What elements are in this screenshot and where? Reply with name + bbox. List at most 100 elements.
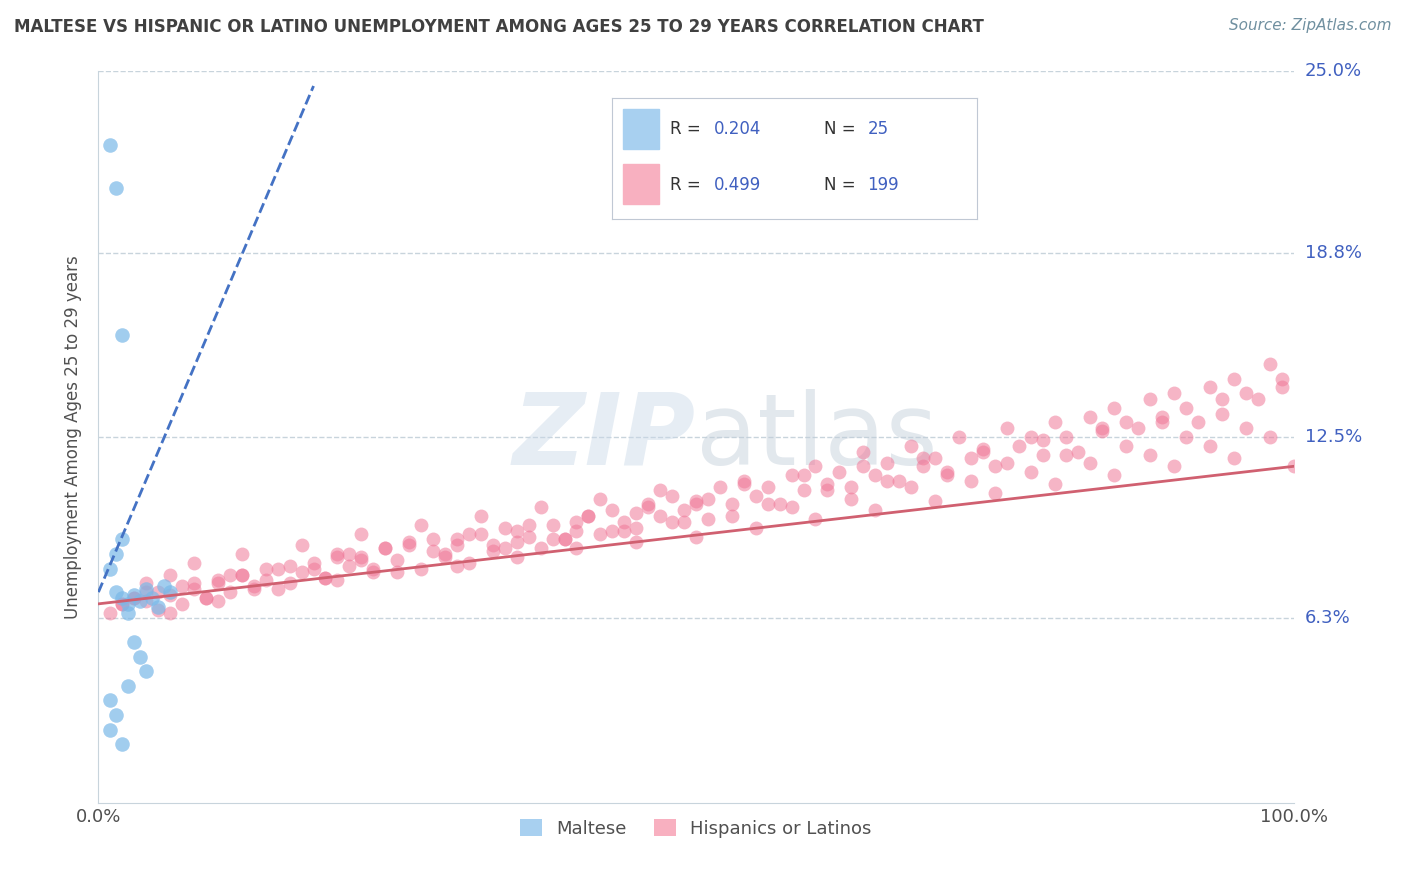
Point bbox=[129, 649, 152, 664]
Point bbox=[1091, 424, 1114, 438]
Point bbox=[231, 567, 253, 582]
Point bbox=[578, 509, 600, 524]
Point bbox=[1175, 401, 1198, 415]
Point bbox=[828, 465, 851, 479]
Point bbox=[135, 585, 157, 599]
Point bbox=[231, 567, 253, 582]
Point bbox=[1008, 439, 1031, 453]
Point bbox=[565, 515, 588, 529]
Point bbox=[374, 541, 396, 556]
Point bbox=[936, 468, 959, 483]
Point bbox=[650, 509, 672, 524]
Point bbox=[207, 576, 229, 591]
Point bbox=[900, 480, 922, 494]
Point bbox=[685, 530, 707, 544]
Point bbox=[1163, 386, 1185, 401]
Point bbox=[984, 459, 1007, 474]
Point bbox=[626, 521, 648, 535]
Point bbox=[530, 541, 553, 556]
Point bbox=[1211, 407, 1233, 421]
Point bbox=[1152, 416, 1174, 430]
Point bbox=[554, 533, 576, 547]
Point bbox=[960, 450, 983, 465]
Point bbox=[1104, 468, 1126, 483]
Point bbox=[124, 591, 146, 605]
Point bbox=[1080, 457, 1102, 471]
Point bbox=[135, 664, 157, 678]
Point bbox=[1056, 430, 1078, 444]
Point bbox=[602, 524, 624, 538]
Point bbox=[1271, 371, 1294, 385]
Point bbox=[339, 547, 361, 561]
Point bbox=[183, 576, 205, 591]
Point bbox=[1223, 450, 1246, 465]
Point bbox=[207, 594, 229, 608]
Point bbox=[422, 544, 444, 558]
Point bbox=[254, 574, 277, 588]
Point bbox=[972, 442, 994, 456]
Point bbox=[876, 474, 898, 488]
Point bbox=[626, 535, 648, 549]
Point bbox=[482, 538, 505, 552]
Point bbox=[98, 693, 122, 707]
Point bbox=[530, 500, 553, 515]
Point bbox=[135, 582, 157, 597]
Point bbox=[135, 594, 157, 608]
Point bbox=[817, 476, 839, 491]
Point bbox=[243, 579, 266, 593]
Point bbox=[565, 541, 588, 556]
Point bbox=[398, 538, 420, 552]
Point bbox=[733, 474, 755, 488]
Point bbox=[936, 465, 959, 479]
Point bbox=[780, 468, 803, 483]
Point bbox=[697, 491, 720, 506]
Point bbox=[900, 439, 922, 453]
Point bbox=[948, 430, 970, 444]
Point bbox=[506, 535, 529, 549]
Point bbox=[315, 570, 337, 584]
Point bbox=[1175, 430, 1198, 444]
Point bbox=[865, 468, 887, 483]
Point bbox=[506, 549, 529, 564]
Point bbox=[1043, 476, 1066, 491]
Point bbox=[745, 521, 768, 535]
Point bbox=[1163, 459, 1185, 474]
Point bbox=[541, 533, 564, 547]
Text: 0.499: 0.499 bbox=[714, 176, 761, 194]
Point bbox=[1234, 386, 1257, 401]
Point bbox=[685, 497, 707, 511]
Point bbox=[1282, 459, 1305, 474]
Point bbox=[852, 459, 875, 474]
Text: 12.5%: 12.5% bbox=[1305, 428, 1362, 446]
Point bbox=[148, 585, 170, 599]
Point bbox=[1199, 439, 1222, 453]
Point bbox=[278, 576, 301, 591]
Text: Source: ZipAtlas.com: Source: ZipAtlas.com bbox=[1229, 18, 1392, 33]
Point bbox=[183, 556, 205, 570]
Point bbox=[745, 489, 768, 503]
Point bbox=[589, 526, 612, 541]
Legend: Maltese, Hispanics or Latinos: Maltese, Hispanics or Latinos bbox=[513, 813, 879, 845]
Point bbox=[385, 565, 409, 579]
Point bbox=[315, 570, 337, 584]
Point bbox=[506, 524, 529, 538]
Point bbox=[350, 549, 373, 564]
Point bbox=[411, 562, 433, 576]
Point bbox=[960, 474, 983, 488]
Text: 6.3%: 6.3% bbox=[1305, 609, 1350, 627]
Point bbox=[924, 450, 946, 465]
Point bbox=[470, 526, 492, 541]
Point bbox=[876, 457, 898, 471]
Point bbox=[302, 562, 325, 576]
Point bbox=[613, 524, 636, 538]
Point bbox=[613, 515, 636, 529]
Point bbox=[924, 494, 946, 508]
Point bbox=[105, 585, 128, 599]
Point bbox=[195, 591, 218, 605]
Point bbox=[769, 497, 792, 511]
Point bbox=[446, 538, 468, 552]
Point bbox=[98, 606, 122, 620]
Point bbox=[1258, 357, 1281, 371]
Point bbox=[804, 512, 827, 526]
Point bbox=[411, 517, 433, 532]
